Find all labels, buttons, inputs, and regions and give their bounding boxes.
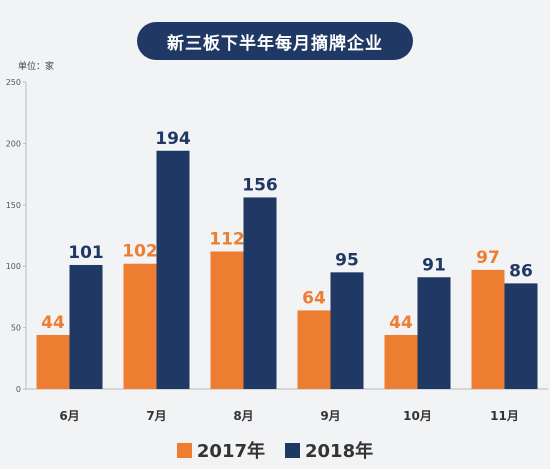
data-label-2018: 95	[335, 250, 359, 270]
y-tick-label: 100	[6, 262, 21, 271]
y-tick-label: 200	[6, 139, 21, 148]
data-label-2017: 102	[122, 242, 158, 262]
legend-item-2017: 2017年	[176, 437, 265, 463]
legend-item-2018: 2018年	[285, 437, 373, 463]
bar-2018	[417, 277, 451, 389]
legend: 2017年 2018年	[0, 436, 550, 464]
data-label-2018: 194	[155, 129, 191, 149]
x-tick-label: 9月	[320, 409, 340, 423]
unit-label: 单位：家	[18, 62, 55, 72]
data-label-2018: 156	[242, 175, 278, 195]
data-label-2018: 101	[68, 243, 104, 263]
data-label-2018: 91	[422, 255, 446, 275]
data-label-2017: 44	[41, 313, 65, 333]
data-label-2017: 64	[302, 288, 326, 308]
data-label-2017: 44	[389, 313, 413, 333]
bar-2017	[384, 334, 418, 389]
bar-2017	[36, 334, 70, 389]
bar-2017	[123, 263, 157, 389]
legend-label-2018: 2018年	[305, 441, 374, 462]
y-tick-label: 50	[11, 324, 21, 333]
x-tick-label: 6月	[59, 409, 79, 423]
legend-swatch-2018	[285, 442, 300, 458]
legend-swatch-2017	[176, 442, 192, 458]
bar-2017	[210, 251, 244, 389]
x-tick-label: 7月	[146, 409, 166, 423]
data-label-2018: 86	[509, 261, 533, 281]
bar-2018	[69, 264, 103, 389]
x-tick-label: 11月	[490, 409, 519, 423]
x-tick-label: 8月	[233, 409, 253, 423]
legend-label-2017: 2017年	[196, 441, 265, 462]
y-tick-label: 0	[16, 385, 21, 394]
bar-2017	[471, 269, 505, 389]
x-tick-label: 10月	[403, 409, 432, 423]
bar-2018	[504, 283, 538, 389]
y-tick-label: 150	[6, 201, 21, 210]
y-tick-label: 250	[6, 78, 21, 87]
bar-2018	[330, 272, 364, 389]
bar-2017	[297, 310, 331, 389]
chart-title: 新三板下半年每月摘牌企业	[137, 22, 413, 60]
bar-2018	[243, 197, 277, 389]
data-label-2017: 97	[476, 248, 500, 268]
data-label-2017: 112	[209, 229, 245, 249]
bar-2018	[156, 150, 190, 389]
